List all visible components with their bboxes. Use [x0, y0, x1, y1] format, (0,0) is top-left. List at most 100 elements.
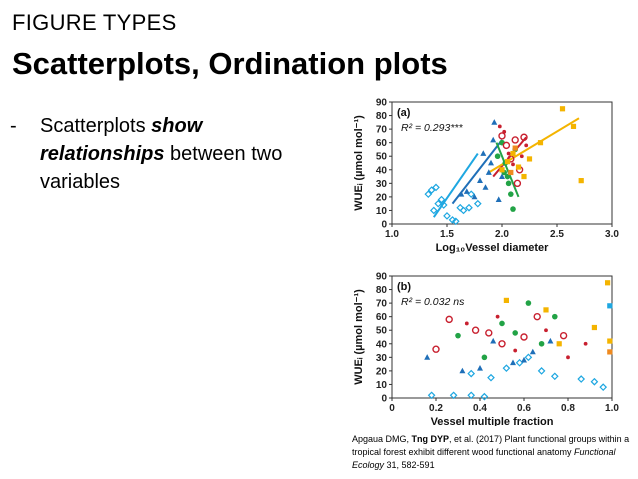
data-point	[503, 297, 509, 303]
slide-kicker: FIGURE TYPES	[12, 10, 177, 35]
y-axis-label: WUEᵢ (µmol mol⁻¹)	[353, 289, 365, 385]
data-point	[607, 303, 613, 309]
data-point	[498, 340, 506, 348]
y-tick-label: 70	[376, 125, 388, 136]
data-point	[510, 206, 516, 212]
data-point	[458, 190, 465, 197]
fit-line-red	[492, 136, 527, 178]
data-point	[566, 355, 570, 360]
data-point	[459, 367, 466, 374]
y-tick-label: 80	[376, 111, 388, 122]
data-point	[487, 373, 495, 382]
data-point	[495, 314, 500, 319]
bullet-text: Scatterplots show relationships between …	[40, 112, 330, 196]
bullet-text-pre: Scatterplots	[40, 115, 152, 137]
data-point	[477, 177, 483, 184]
caption-author-bold: Tng DYP	[411, 434, 450, 444]
stat-annotation: R² = 0.032 ns	[401, 296, 465, 308]
data-point	[543, 307, 549, 313]
data-point	[556, 341, 562, 347]
data-point	[445, 315, 453, 324]
data-point	[607, 349, 613, 355]
data-point	[463, 188, 470, 194]
data-point	[432, 345, 440, 353]
fit-line-cyan	[432, 152, 479, 218]
fit-line-green	[495, 142, 520, 198]
x-tick-label: 0.2	[429, 403, 443, 414]
data-point	[508, 169, 514, 176]
data-point	[499, 167, 505, 173]
data-point	[427, 186, 436, 194]
y-tick-label: 60	[376, 312, 388, 323]
data-point	[499, 320, 505, 327]
x-tick-label: 2.5	[550, 229, 564, 240]
data-point	[495, 196, 502, 202]
data-point	[510, 359, 516, 366]
data-point	[524, 143, 529, 148]
data-point	[490, 136, 497, 143]
data-point	[464, 321, 469, 326]
stat-annotation: R² = 0.293***	[401, 122, 463, 134]
data-point	[502, 364, 511, 373]
caption-volume: 31, 582-591	[384, 460, 435, 470]
caption-journal: Functional Ecology	[352, 447, 616, 470]
data-point	[515, 164, 522, 170]
data-point	[429, 206, 438, 215]
chart-panel-b: 0 10 20 30 40 50 60 70 80 90 0 0.2 0.4 0.6 0.8 1.0 Vesse…	[353, 272, 619, 427]
data-point	[505, 180, 512, 187]
data-point	[471, 326, 480, 334]
y-tick-label: 20	[376, 366, 388, 377]
data-point	[480, 150, 487, 156]
y-tick-label: 0	[381, 220, 387, 231]
y-tick-label: 30	[376, 353, 388, 364]
data-point	[465, 203, 473, 212]
data-point	[605, 280, 611, 286]
data-point	[510, 150, 516, 157]
x-tick-label: 1.0	[385, 229, 399, 240]
y-tick-label: 40	[376, 339, 388, 350]
data-point	[504, 159, 511, 165]
x-tick-label: 2.0	[495, 229, 509, 240]
data-point	[599, 383, 608, 392]
data-point	[477, 364, 483, 371]
data-point	[498, 132, 506, 140]
data-point	[508, 191, 514, 197]
y-tick-label: 40	[376, 165, 388, 176]
data-point	[485, 329, 493, 337]
data-point	[547, 337, 554, 344]
chart-panel-a: 0 10 20 30 40 50 60 70 80 90 1.0 1.5 2.0 2.5 3.0 Log₁₀V…	[353, 98, 619, 255]
data-point	[607, 338, 613, 344]
data-point	[482, 184, 489, 190]
data-point	[525, 300, 532, 306]
bullet-dash: -	[10, 115, 17, 137]
data-point	[467, 391, 476, 400]
data-point	[432, 183, 440, 192]
data-point	[502, 141, 511, 150]
y-tick-label: 90	[376, 272, 388, 283]
data-point	[480, 392, 489, 401]
caption-title: , et al. (2017) Plant functional groups …	[352, 434, 630, 457]
y-tick-label: 60	[376, 138, 388, 149]
data-point	[529, 348, 536, 355]
data-point	[577, 375, 586, 383]
x-tick-label: 0	[389, 403, 395, 414]
data-point	[437, 195, 446, 204]
bullet-text-post: between two variables	[40, 143, 283, 193]
data-point	[512, 330, 518, 336]
data-point	[520, 333, 528, 341]
data-point	[521, 173, 527, 180]
data-point	[591, 324, 597, 331]
data-point	[439, 201, 448, 209]
data-point	[590, 377, 599, 386]
caption-authors: Apgaua DMG,	[352, 434, 412, 444]
y-tick-label: 20	[376, 192, 388, 203]
data-point	[550, 372, 559, 381]
data-point	[537, 367, 546, 375]
data-point	[497, 124, 502, 129]
data-point	[473, 199, 482, 208]
data-point	[499, 173, 505, 179]
data-point	[537, 140, 544, 146]
x-axis-label: Vessel multiple fraction	[431, 416, 554, 426]
x-tick-label: 1.0	[605, 403, 619, 414]
data-point	[502, 129, 507, 134]
